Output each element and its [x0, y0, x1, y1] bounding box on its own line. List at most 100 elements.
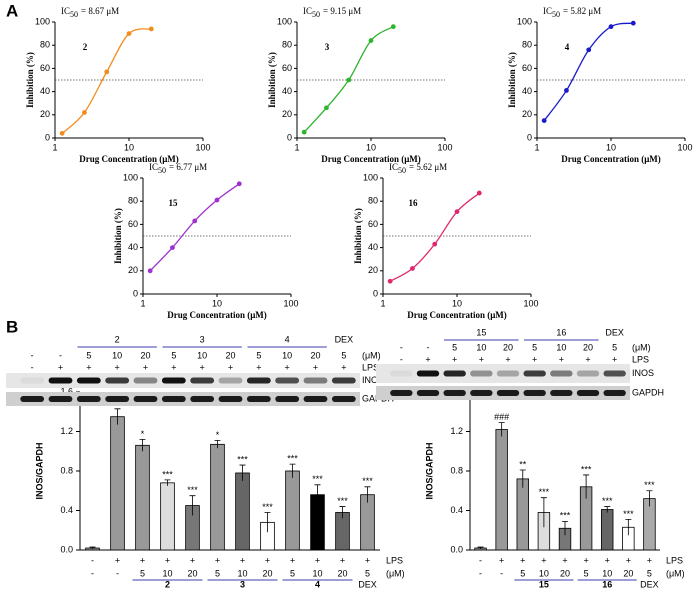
- dose-label: 5: [365, 568, 370, 578]
- bar: [516, 478, 529, 551]
- significance: *: [141, 429, 145, 439]
- lps-sign: +: [562, 555, 567, 565]
- lps-sign: +: [165, 555, 170, 565]
- y-tick-label: 20: [368, 265, 378, 275]
- error-bar: [540, 497, 547, 528]
- data-point: [236, 181, 242, 187]
- lps-sign: +: [532, 354, 537, 364]
- lps-sign: +: [365, 555, 370, 565]
- data-point: [410, 266, 415, 271]
- ic50-subscript: 50: [70, 10, 78, 19]
- ic50-value: = 9.15 μM: [323, 6, 361, 16]
- blot-band: [161, 377, 186, 384]
- x-tick-label: 100: [195, 142, 210, 152]
- y-tick-label: 1.2: [450, 426, 463, 436]
- group-label: 15: [476, 327, 486, 337]
- x-axis-title: Drug Concentration (μM): [407, 310, 507, 320]
- lps-sign: +: [215, 555, 220, 565]
- dose-unit-label: (μM): [386, 568, 405, 578]
- y-axis-title: INOS/GAPDH: [34, 442, 44, 499]
- y-tick-label: 60: [128, 219, 138, 229]
- blot-band: [550, 370, 573, 377]
- y-tick-label: 60: [40, 63, 50, 73]
- lps-sign: +: [612, 354, 617, 364]
- dose-label: -: [59, 350, 62, 360]
- dose-label: -: [400, 342, 403, 352]
- blot-band: [76, 377, 101, 384]
- x-tick-label: 1: [380, 298, 385, 308]
- y-tick-label: 100: [277, 16, 292, 26]
- significance: ***: [237, 454, 248, 464]
- lps-sign: -: [91, 555, 94, 565]
- error-bar: [519, 469, 526, 488]
- bar: [210, 443, 225, 551]
- ic50-annotation: IC50 = 8.67 μM: [61, 6, 119, 19]
- lps-sign: +: [140, 555, 145, 565]
- significance: ***: [312, 474, 323, 484]
- dose-label: 20: [140, 350, 150, 360]
- ic50-prefix: IC: [149, 162, 158, 172]
- data-point: [608, 24, 614, 30]
- y-tick-label: 60: [522, 63, 532, 73]
- x-axis-title: Drug Concentration (μM): [561, 154, 661, 164]
- blot-band: [550, 390, 573, 396]
- blot-band: [275, 396, 300, 402]
- lps-sign: +: [200, 362, 205, 372]
- x-tick-label: 100: [283, 298, 298, 308]
- y-tick-label: 1.2: [60, 426, 73, 436]
- error-bar: [646, 490, 653, 507]
- dose-label: 20: [337, 568, 347, 578]
- error-bar: [164, 479, 171, 486]
- bar: [495, 429, 508, 551]
- panel-label: B: [6, 317, 18, 336]
- blot-band: [603, 370, 626, 377]
- dose-label: 5: [256, 350, 261, 360]
- error-bar: [114, 408, 121, 425]
- blot-strip: [376, 364, 630, 383]
- y-tick-label: 1.6: [60, 386, 73, 396]
- error-bar: [498, 422, 505, 437]
- error-bar: [625, 518, 632, 536]
- blot-band: [76, 396, 101, 402]
- dose-label: 5: [532, 342, 537, 352]
- dose-label: 10: [476, 342, 486, 352]
- lps-sign: +: [315, 555, 320, 565]
- ic50-annotation: IC50 = 5.62 μM: [389, 162, 447, 175]
- blot-band: [275, 377, 300, 384]
- significance: *: [216, 430, 220, 440]
- blot-band: [603, 390, 626, 396]
- y-tick-label: 60: [282, 63, 292, 73]
- blot-band: [416, 370, 440, 377]
- lps-row-label: LPS: [666, 555, 683, 565]
- lps-sign: +: [171, 362, 176, 372]
- dose-label: 5: [290, 568, 295, 578]
- blot-band: [576, 370, 600, 377]
- y-tick-label: 80: [40, 40, 50, 50]
- lps-sign: +: [265, 555, 270, 565]
- y-tick-label: 80: [368, 196, 378, 206]
- y-tick-label: 20: [282, 109, 292, 119]
- lps-row-label: LPS: [386, 555, 403, 565]
- dose-label: -: [116, 568, 119, 578]
- ic50-value: = 5.62 μM: [409, 162, 447, 172]
- group-label: 4: [315, 579, 320, 589]
- bar: [285, 470, 300, 551]
- y-tick-label: 20: [128, 265, 138, 275]
- data-point: [541, 118, 547, 123]
- blot-band: [496, 370, 520, 377]
- lps-sign: -: [31, 362, 34, 372]
- group-label: 4: [285, 334, 290, 344]
- dose-label: 10: [282, 350, 292, 360]
- x-axis-title: Drug Concentration (μM): [79, 154, 179, 164]
- lps-sign: +: [452, 354, 457, 364]
- lps-sign: +: [290, 555, 295, 565]
- y-tick-label: 40: [282, 86, 292, 96]
- lps-sign: +: [559, 354, 564, 364]
- dose-label: 5: [520, 568, 525, 578]
- significance: ***: [162, 469, 173, 479]
- panel-label: A: [6, 1, 18, 20]
- data-point: [324, 105, 329, 111]
- blot-band: [390, 390, 413, 396]
- lps-sign: +: [190, 555, 195, 565]
